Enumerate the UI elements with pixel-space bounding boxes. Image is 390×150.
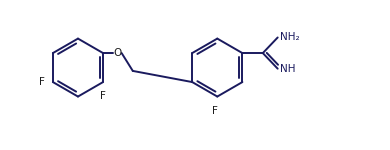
Text: F: F [213,106,218,116]
Text: F: F [100,91,106,101]
Text: NH: NH [280,64,295,74]
Text: F: F [39,77,45,87]
Text: NH₂: NH₂ [280,33,299,42]
Text: O: O [113,48,121,58]
